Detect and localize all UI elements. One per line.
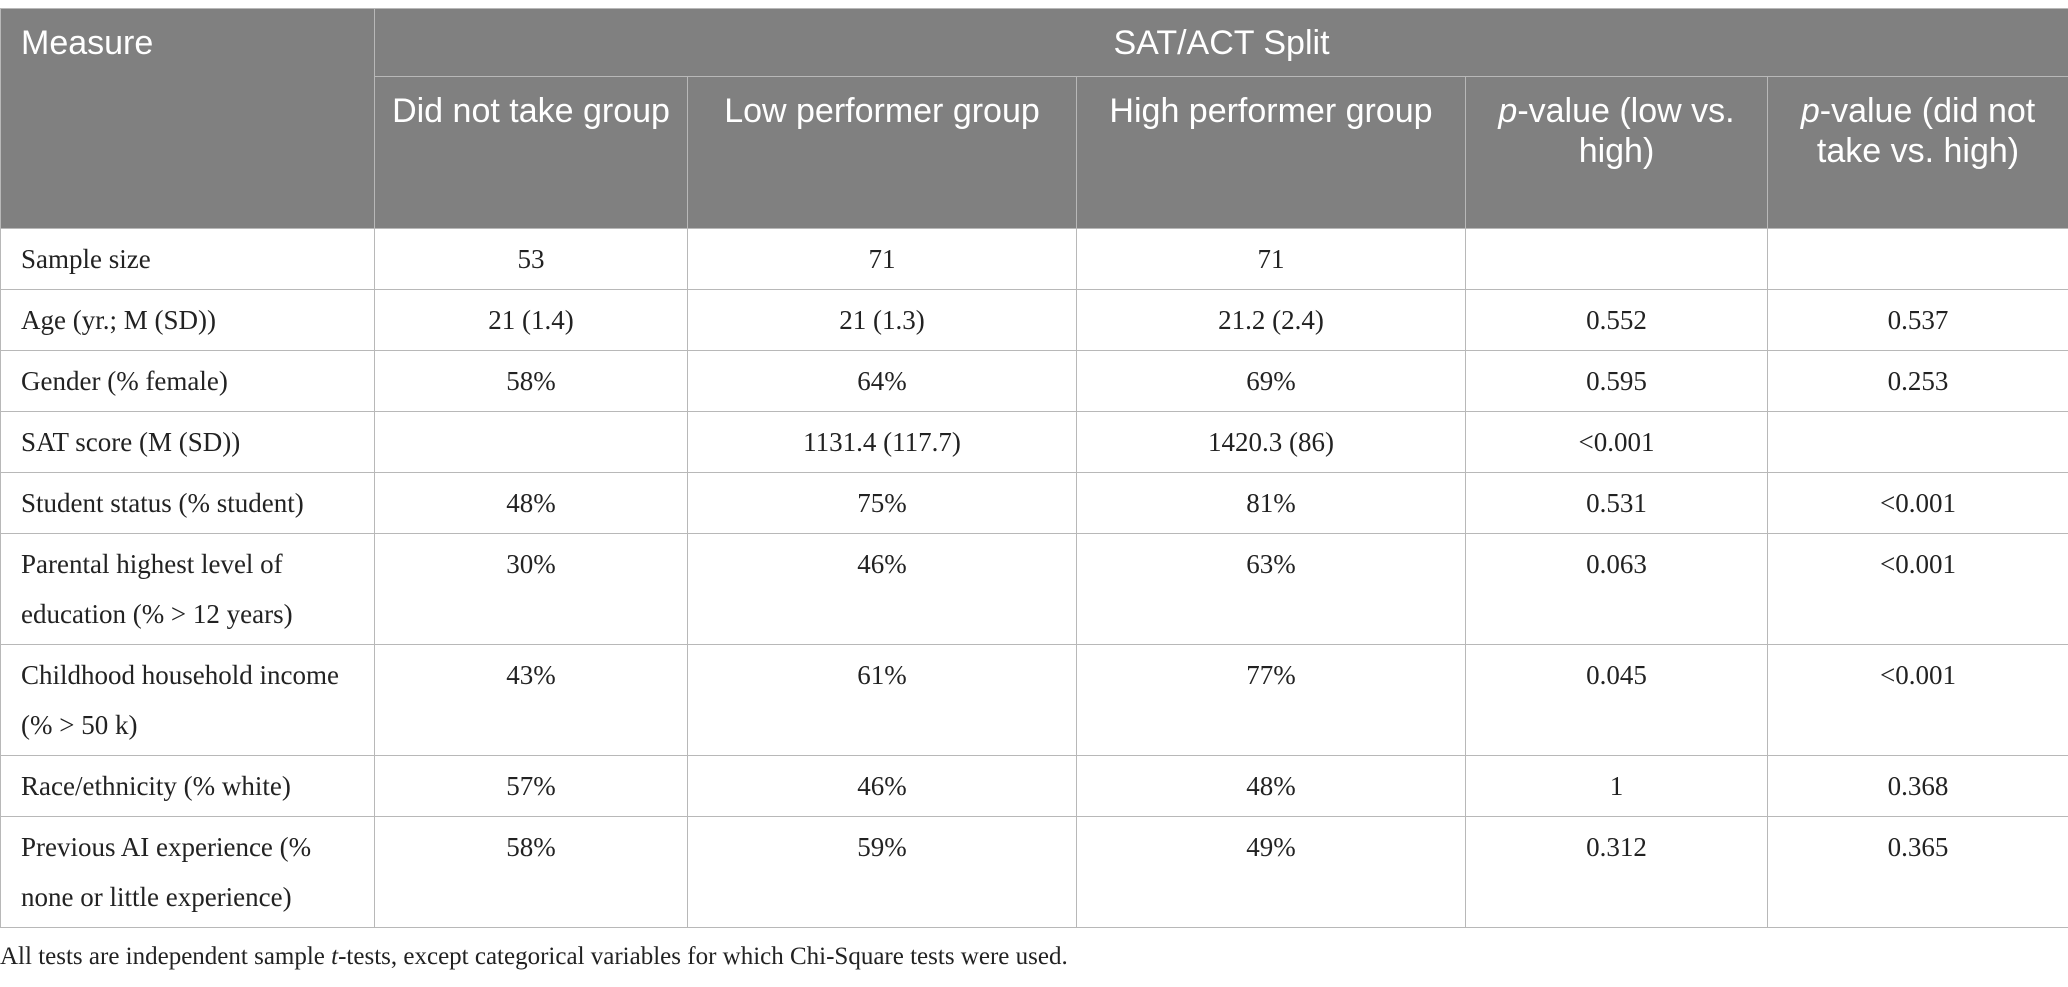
column-header-text: Low performer group xyxy=(724,92,1040,130)
table-cell: 64% xyxy=(687,350,1077,412)
row-label: Gender (% female) xyxy=(0,350,375,412)
header-measure: Measure xyxy=(0,8,375,229)
table-cell: 48% xyxy=(1076,755,1466,817)
table-cell: 57% xyxy=(374,755,688,817)
header-split: SAT/ACT Split xyxy=(373,8,2068,77)
table-cell: 75% xyxy=(687,472,1077,534)
table-cell: 59% xyxy=(687,816,1077,928)
column-header-text: -value (did not take vs. high) xyxy=(1816,92,2036,170)
table-cell: 21.2 (2.4) xyxy=(1076,289,1466,351)
table-row: Race/ethnicity (% white) 57% 46% 48% 1 0.368 xyxy=(0,755,2068,817)
table-row: Childhood household income (% > 50 k) 43%… xyxy=(0,644,2068,756)
table-cell: <0.001 xyxy=(1766,533,2068,645)
table-row: Student status (% student) 48% 75% 81% 0.531… xyxy=(0,472,2068,534)
row-label: Student status (% student) xyxy=(0,472,375,534)
table-cell: 1420.3 (86) xyxy=(1076,411,1466,473)
row-label: Parental highest level of education (% >… xyxy=(0,533,375,645)
data-table: Measure SAT/ACT Split Did not take group… xyxy=(0,8,2068,928)
column-header: Did not take group xyxy=(374,76,688,229)
table-cell: 0.045 xyxy=(1465,644,1768,756)
footnote-italic: t xyxy=(331,943,339,970)
table-body: Sample size 53 71 71 Age (yr.; M (SD)) 21 (1.… xyxy=(0,228,2068,928)
row-label: Race/ethnicity (% white) xyxy=(0,755,375,817)
row-label: Age (yr.; M (SD)) xyxy=(0,289,375,351)
table-cell: 69% xyxy=(1076,350,1466,412)
column-header: Low performer group xyxy=(687,76,1077,229)
column-header: p-value (low vs. high) xyxy=(1465,76,1768,229)
table-cell: 58% xyxy=(374,816,688,928)
table-cell: 61% xyxy=(687,644,1077,756)
column-header-italic: p xyxy=(1800,92,1820,130)
table-cell: <0.001 xyxy=(1766,644,2068,756)
table-row: Parental highest level of education (% >… xyxy=(0,533,2068,645)
table-cell: 0.531 xyxy=(1465,472,1768,534)
table-cell: 49% xyxy=(1076,816,1466,928)
table-cell: 46% xyxy=(687,755,1077,817)
table-cell: 21 (1.3) xyxy=(687,289,1077,351)
table-row: SAT score (M (SD)) 1131.4 (117.7) 1420.3 (… xyxy=(0,411,2068,473)
table-header: Measure SAT/ACT Split Did not take group… xyxy=(0,8,2068,229)
table-cell: 58% xyxy=(374,350,688,412)
row-label: SAT score (M (SD)) xyxy=(0,411,375,473)
table-cell: 81% xyxy=(1076,472,1466,534)
table-cell: 0.063 xyxy=(1465,533,1768,645)
table-cell: 0.552 xyxy=(1465,289,1768,351)
table-cell: 53 xyxy=(374,228,688,290)
table-cell xyxy=(1766,228,2068,290)
table-cell: 0.365 xyxy=(1766,816,2068,928)
table-cell: 0.595 xyxy=(1465,350,1768,412)
table-cell: 0.368 xyxy=(1766,755,2068,817)
table-cell: 71 xyxy=(687,228,1077,290)
table-cell: 48% xyxy=(374,472,688,534)
table-row: Sample size 53 71 71 xyxy=(0,228,2068,290)
table-cell xyxy=(1465,228,1768,290)
table-cell: 77% xyxy=(1076,644,1466,756)
table-cell xyxy=(1766,411,2068,473)
row-label: Childhood household income (% > 50 k) xyxy=(0,644,375,756)
column-header-text: High performer group xyxy=(1109,92,1433,130)
column-header-italic: p xyxy=(1498,92,1518,130)
table-cell: 1131.4 (117.7) xyxy=(687,411,1077,473)
table-cell: 43% xyxy=(374,644,688,756)
table-row: Gender (% female) 58% 64% 69% 0.595 0.253 xyxy=(0,350,2068,412)
table-cell: 0.537 xyxy=(1766,289,2068,351)
table-cell: 63% xyxy=(1076,533,1466,645)
table-cell xyxy=(374,411,688,473)
table-footnote: All tests are independent sample t-tests… xyxy=(0,940,1068,974)
table-cell: <0.001 xyxy=(1766,472,2068,534)
table-row: Previous AI experience (% none or little… xyxy=(0,816,2068,928)
table-cell: 0.253 xyxy=(1766,350,2068,412)
table-row: Age (yr.; M (SD)) 21 (1.4) 21 (1.3) 21.2 (2… xyxy=(0,289,2068,351)
table-cell: 71 xyxy=(1076,228,1466,290)
column-header: High performer group xyxy=(1076,76,1466,229)
table-cell: 1 xyxy=(1465,755,1768,817)
footnote-after: -tests, except categorical variables for… xyxy=(338,943,1068,970)
table-cell: 46% xyxy=(687,533,1077,645)
table-cell: 30% xyxy=(374,533,688,645)
table-cell: <0.001 xyxy=(1465,411,1768,473)
column-header-text: Did not take group xyxy=(392,92,670,130)
table-cell: 0.312 xyxy=(1465,816,1768,928)
row-label: Sample size xyxy=(0,228,375,290)
column-header: p-value (did not take vs. high) xyxy=(1766,76,2068,229)
footnote-before: All tests are independent sample xyxy=(0,943,332,970)
table-cell: 21 (1.4) xyxy=(374,289,688,351)
column-header-text: -value (low vs. high) xyxy=(1517,92,1735,170)
row-label: Previous AI experience (% none or little… xyxy=(0,816,375,928)
